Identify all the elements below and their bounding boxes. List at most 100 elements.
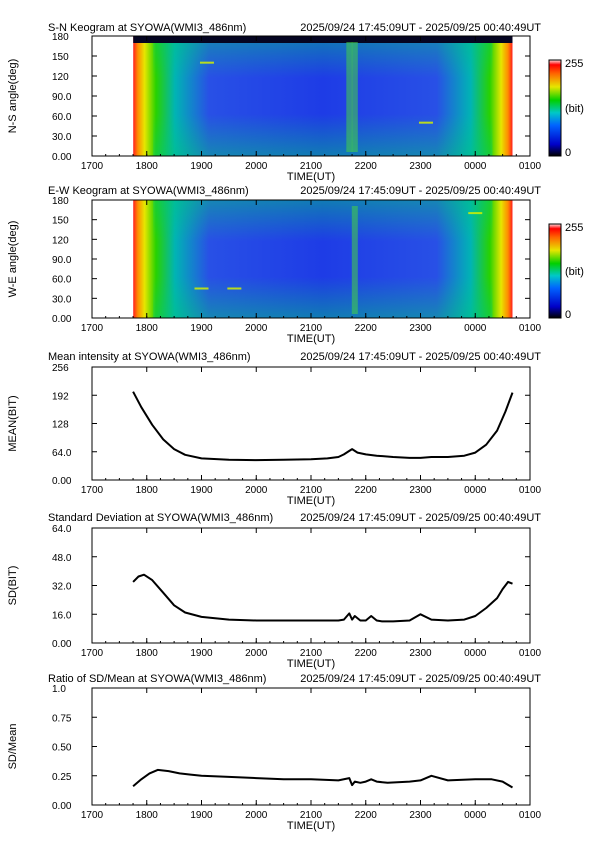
y-tick-label: 0.75 [52, 713, 72, 724]
x-tick-label: 2300 [409, 648, 432, 659]
x-tick-label: 2300 [409, 485, 432, 496]
x-tick-label: 0100 [519, 810, 542, 821]
x-tick-label: 0000 [464, 485, 487, 496]
x-tick-label: 0000 [464, 323, 487, 334]
keogram-streak [199, 61, 214, 64]
keogram-top-band [133, 36, 513, 43]
x-axis-label: TIME(UT) [287, 820, 335, 832]
keogram-streak [227, 287, 242, 290]
x-tick-label: 1800 [136, 648, 159, 659]
x-tick-label: 2300 [409, 323, 432, 334]
plot-frame [91, 366, 531, 481]
time-range: 2025/09/24 17:45:09UT - 2025/09/25 00:40… [300, 351, 541, 363]
x-tick-label: 0100 [519, 323, 542, 334]
x-tick-label: 2100 [300, 648, 323, 659]
y-tick-label: 192 [52, 391, 69, 402]
keogram-streak [418, 121, 433, 124]
x-tick-label: 1800 [136, 323, 159, 334]
y-tick-label: 0.00 [52, 314, 72, 325]
x-tick-label: 0000 [464, 161, 487, 172]
y-axis-label: N-S angle(deg) [7, 59, 19, 134]
y-tick-label: 1.0 [52, 684, 66, 695]
keogram-streak [194, 287, 209, 290]
x-tick-label: 1700 [81, 161, 104, 172]
x-tick-label: 2300 [409, 810, 432, 821]
x-tick-label: 2000 [245, 648, 268, 659]
y-tick-label: 120 [52, 72, 69, 83]
plot-frame [91, 687, 531, 806]
x-tick-label: 0100 [519, 161, 542, 172]
x-tick-label: 0100 [519, 485, 542, 496]
y-tick-label: 60.0 [52, 112, 72, 123]
x-tick-label: 1800 [136, 485, 159, 496]
x-tick-label: 2100 [300, 323, 323, 334]
x-tick-label: 2000 [245, 485, 268, 496]
y-tick-label: 120 [52, 235, 69, 246]
panel-stddev: Standard Deviation at SYOWA(WMI3_486nm) 2… [7, 512, 542, 670]
y-tick-label: 90.0 [52, 92, 72, 103]
x-tick-label: 0100 [519, 648, 542, 659]
series-line [132, 573, 513, 623]
panel-ratio: Ratio of SD/Mean at SYOWA(WMI3_486nm) 202… [7, 673, 542, 832]
time-range: 2025/09/24 17:45:09UT - 2025/09/25 00:40… [300, 512, 541, 524]
y-tick-label: 0.00 [52, 639, 72, 650]
y-tick-label: 128 [52, 420, 69, 431]
keogram-brightening [351, 42, 358, 152]
x-tick-label: 2200 [355, 323, 378, 334]
chart-title: E-W Keogram at SYOWA(WMI3_486nm) [48, 185, 249, 197]
colorbar-unit-label: (bit) [565, 103, 584, 115]
panel-sn_keogram: S-N Keogram at SYOWA(WMI3_486nm) 2025/09/… [7, 22, 584, 183]
colorbar [548, 59, 562, 157]
y-tick-label: 150 [52, 52, 69, 63]
y-tick-label: 32.0 [52, 582, 72, 593]
y-axis-label: W-E angle(deg) [7, 221, 19, 298]
keogram-edge-glow [153, 36, 493, 156]
y-tick-label: 0.25 [52, 772, 72, 783]
x-tick-label: 1900 [190, 485, 213, 496]
x-tick-label: 0000 [464, 810, 487, 821]
x-tick-label: 1900 [190, 161, 213, 172]
time-range: 2025/09/24 17:45:09UT - 2025/09/25 00:40… [300, 673, 541, 685]
colorbar-min-label: 0 [565, 309, 571, 321]
y-tick-label: 0.00 [52, 476, 72, 487]
chart-title: Standard Deviation at SYOWA(WMI3_486nm) [48, 512, 273, 524]
colorbar [548, 223, 562, 319]
colorbar-unit-label: (bit) [565, 266, 584, 278]
x-tick-label: 2100 [300, 161, 323, 172]
y-tick-label: 30.0 [52, 132, 72, 143]
x-tick-label: 2100 [300, 810, 323, 821]
keogram-brightening [346, 42, 353, 152]
y-tick-label: 256 [52, 363, 69, 374]
series-line [132, 391, 514, 462]
colorbar-max-label: 255 [565, 222, 583, 234]
x-axis-label: TIME(UT) [287, 495, 335, 507]
panel-mean: Mean intensity at SYOWA(WMI3_486nm) 2025/… [7, 351, 542, 507]
time-range: 2025/09/24 17:45:09UT - 2025/09/25 00:40… [300, 185, 541, 197]
time-range: 2025/09/24 17:45:09UT - 2025/09/25 00:40… [300, 22, 541, 34]
x-tick-label: 0000 [464, 648, 487, 659]
chart-title: Ratio of SD/Mean at SYOWA(WMI3_486nm) [48, 673, 266, 685]
y-axis-label: SD(BIT) [7, 566, 19, 606]
x-tick-label: 1700 [81, 485, 104, 496]
chart-title: S-N Keogram at SYOWA(WMI3_486nm) [48, 22, 246, 34]
y-axis-label: SD/Mean [7, 724, 19, 770]
keogram-streak [468, 212, 483, 215]
x-tick-label: 2200 [355, 810, 378, 821]
colorbar-min-label: 0 [565, 147, 571, 159]
x-tick-label: 1900 [190, 323, 213, 334]
x-tick-label: 2000 [245, 323, 268, 334]
y-tick-label: 16.0 [52, 610, 72, 621]
y-tick-label: 0.50 [52, 743, 72, 754]
keogram-brightening [351, 206, 358, 314]
x-axis-label: TIME(UT) [287, 171, 335, 183]
x-axis-label: TIME(UT) [287, 658, 335, 670]
x-tick-label: 1700 [81, 323, 104, 334]
y-tick-label: 0.00 [52, 801, 72, 812]
x-tick-label: 1900 [190, 810, 213, 821]
y-tick-label: 90.0 [52, 255, 72, 266]
panel-ew_keogram: E-W Keogram at SYOWA(WMI3_486nm) 2025/09/… [7, 185, 584, 345]
x-tick-label: 2200 [355, 161, 378, 172]
chart-title: Mean intensity at SYOWA(WMI3_486nm) [48, 351, 251, 363]
y-tick-label: 64.0 [52, 524, 72, 535]
